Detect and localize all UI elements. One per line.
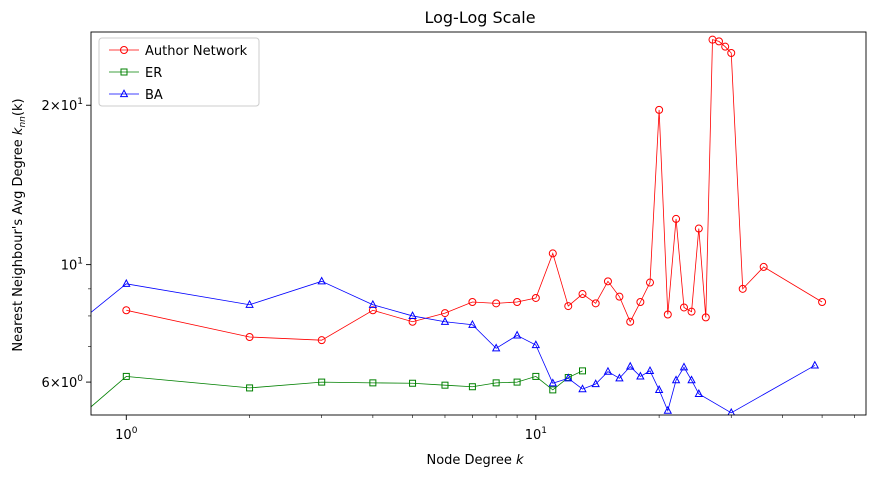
triangle-marker (671, 375, 681, 384)
circle-marker (701, 313, 710, 322)
triangle-marker (512, 330, 522, 339)
legend-marker (120, 46, 128, 54)
circle-marker (714, 37, 723, 46)
circle-marker (578, 290, 587, 299)
triangle-marker (663, 405, 673, 414)
plot-layer (91, 35, 827, 415)
triangle-marker (603, 366, 613, 375)
y-axis-label: Nearest Neighbour's Avg Degree knn(k) (11, 98, 28, 351)
triangle-marker (591, 379, 600, 388)
circle-marker (591, 299, 600, 308)
circle-marker (626, 317, 635, 326)
legend-marker (120, 68, 128, 76)
circle-marker (603, 277, 612, 286)
triangle-marker (531, 340, 541, 349)
square-marker (246, 384, 254, 392)
triangle-marker (727, 407, 735, 415)
circle-marker (687, 307, 696, 316)
triangle-marker (440, 316, 450, 325)
circle-marker (245, 332, 254, 341)
plot-frame (90, 31, 867, 416)
legend-label: Author Network (145, 44, 248, 59)
circle-marker (738, 284, 747, 293)
square-marker (549, 386, 557, 394)
triangle-marker (615, 373, 624, 382)
triangle-marker (245, 299, 254, 308)
chart-title: Log-Log Scale (424, 8, 535, 27)
circle-marker (663, 310, 672, 319)
x-axis-label: Node Degree k (426, 453, 524, 468)
triangle-marker (694, 389, 704, 397)
square-marker (441, 381, 449, 389)
legend-marker (119, 89, 129, 98)
series-line-0 (126, 39, 823, 341)
square-marker (122, 372, 130, 380)
circle-marker (721, 42, 730, 51)
square-marker (513, 378, 521, 386)
circle-marker (655, 105, 664, 114)
triangle-marker (564, 373, 573, 382)
triangle-marker (625, 361, 635, 370)
triangle-marker (368, 299, 378, 308)
square-marker (409, 379, 417, 387)
series-line-2 (91, 280, 816, 414)
circle-marker (492, 299, 501, 308)
circle-marker (636, 297, 645, 306)
square-marker (468, 383, 476, 391)
circle-marker (694, 224, 703, 233)
y-tick-label: 6×100 (42, 374, 84, 391)
triangle-marker (645, 366, 655, 374)
legend: Author Network ER BA (98, 37, 260, 107)
circle-marker (727, 48, 736, 57)
triangle-marker (317, 276, 326, 285)
legend-label: ER (145, 66, 162, 81)
circle-marker (317, 336, 326, 345)
circle-marker (122, 306, 131, 315)
triangle-marker (408, 311, 417, 320)
square-marker (492, 379, 500, 387)
square-marker (369, 379, 377, 387)
circle-marker (672, 214, 681, 223)
triangle-marker (679, 362, 689, 371)
legend-label: BA (145, 88, 163, 103)
square-marker (318, 378, 326, 386)
square-marker (579, 367, 587, 375)
circle-marker (368, 306, 377, 315)
triangle-marker (548, 378, 558, 387)
x-tick-label: 101 (525, 426, 547, 443)
circle-marker (645, 278, 654, 287)
circle-marker (531, 293, 540, 302)
axes-layer: 100 101 6×100 101 2×101 (42, 31, 867, 443)
legend-box (98, 37, 260, 107)
circle-marker (759, 262, 768, 271)
circle-marker (468, 297, 477, 306)
triangle-marker (636, 371, 645, 380)
circle-marker (564, 302, 573, 311)
x-tick-label: 100 (115, 426, 138, 443)
triangle-marker (578, 384, 587, 393)
circle-marker (818, 297, 827, 306)
y-tick-label: 101 (61, 257, 83, 274)
circle-marker (615, 292, 624, 301)
circle-marker (679, 303, 688, 312)
triangle-marker (491, 343, 501, 352)
square-marker (532, 372, 540, 380)
circle-marker (440, 309, 449, 318)
triangle-marker (122, 278, 131, 287)
y-tick-label: 2×101 (42, 97, 83, 114)
triangle-marker (468, 319, 477, 328)
triangle-marker (687, 375, 696, 384)
triangle-marker (654, 385, 664, 393)
circle-marker (513, 297, 522, 306)
circle-marker (548, 249, 557, 258)
triangle-marker (810, 360, 820, 369)
